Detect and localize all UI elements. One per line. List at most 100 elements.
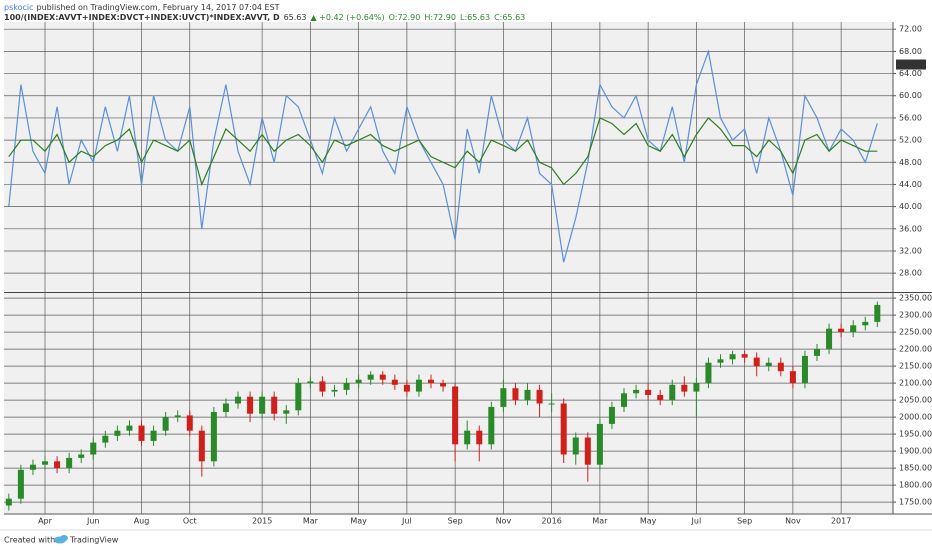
author[interactable]: pskocic bbox=[4, 3, 34, 12]
y-tick-label: 56.00 bbox=[899, 113, 922, 122]
candle-body bbox=[681, 384, 688, 392]
price-tag-label: 65.63 bbox=[899, 60, 922, 69]
candle-body bbox=[572, 437, 579, 455]
candle-body bbox=[355, 379, 362, 384]
y-tick-label: 48.00 bbox=[899, 158, 922, 167]
candle-body bbox=[826, 328, 833, 350]
candle-body bbox=[5, 498, 12, 506]
candle-body bbox=[645, 389, 652, 395]
close: C:65.63 bbox=[494, 13, 525, 22]
candle-body bbox=[524, 389, 531, 401]
candle-body bbox=[367, 374, 374, 380]
candle-body bbox=[741, 354, 748, 358]
candle-body bbox=[102, 435, 109, 443]
header-line: pskocic published on TradingView.com, Feb… bbox=[4, 3, 280, 12]
candle-body bbox=[403, 384, 410, 392]
candle-body bbox=[415, 379, 422, 392]
candle-body bbox=[596, 423, 603, 465]
candle-body bbox=[186, 415, 193, 431]
candle-body bbox=[838, 328, 845, 333]
x-tick-label: May bbox=[350, 517, 367, 526]
y-tick-label: 72.00 bbox=[899, 25, 922, 34]
candle-body bbox=[54, 461, 61, 469]
y-tick-label: 1750.00 bbox=[899, 498, 932, 507]
candle-body bbox=[138, 425, 145, 441]
price-tag bbox=[896, 59, 926, 70]
candle-body bbox=[753, 357, 760, 367]
candle-body bbox=[126, 425, 133, 431]
x-tick-label: 2015 bbox=[252, 517, 272, 526]
footer-brand[interactable]: TradingView bbox=[69, 536, 119, 545]
candle-body bbox=[29, 464, 36, 470]
y-tick-label: 2300.00 bbox=[899, 311, 932, 320]
y-tick-label: 1800.00 bbox=[899, 481, 932, 490]
y-tick-label: 32.00 bbox=[899, 246, 922, 255]
candle-body bbox=[669, 384, 676, 401]
y-tick-label: 2350.00 bbox=[899, 294, 932, 303]
line-series bbox=[8, 117, 878, 187]
y-tick-label: 60.00 bbox=[899, 91, 922, 100]
candle-body bbox=[271, 396, 278, 414]
y-tick-label: 2200.00 bbox=[899, 345, 932, 354]
candle-body bbox=[801, 355, 808, 384]
candle-body bbox=[633, 389, 640, 394]
y-tick-label: 52.00 bbox=[899, 136, 922, 145]
open: O:72.90 bbox=[389, 13, 421, 22]
candle-body bbox=[850, 325, 857, 333]
candle-body bbox=[813, 349, 821, 356]
x-tick-label: Jun bbox=[86, 517, 100, 526]
candle-body bbox=[295, 383, 302, 411]
candle-body bbox=[548, 403, 555, 405]
y-tick-label: 44.00 bbox=[899, 180, 922, 189]
candle-body bbox=[78, 454, 85, 458]
y-tick-label: 2050.00 bbox=[899, 396, 932, 405]
candle-body bbox=[234, 396, 242, 404]
y-tick-label: 36.00 bbox=[899, 224, 922, 233]
y-tick-label: 2000.00 bbox=[899, 413, 932, 422]
y-tick-label: 68.00 bbox=[899, 47, 922, 56]
x-tick-label: Sep bbox=[448, 517, 463, 526]
candle-body bbox=[729, 354, 736, 360]
candle-body bbox=[789, 371, 796, 384]
y-tick-label: 2250.00 bbox=[899, 328, 932, 337]
y-tick-label: 64.00 bbox=[899, 69, 922, 78]
line-series bbox=[8, 49, 878, 263]
candle-body bbox=[452, 386, 459, 445]
candle-body bbox=[90, 442, 97, 455]
candle-body bbox=[307, 381, 314, 384]
high: H:72.90 bbox=[424, 13, 456, 22]
x-tick-label: Nov bbox=[496, 517, 512, 526]
candle-body bbox=[440, 383, 447, 387]
candle-body bbox=[657, 395, 664, 401]
candle-body bbox=[777, 362, 784, 372]
candle-body bbox=[705, 362, 712, 384]
candle-body bbox=[620, 393, 628, 407]
last: 65.63 bbox=[284, 13, 307, 22]
x-tick-label: Apr bbox=[38, 517, 53, 526]
candle-body bbox=[343, 383, 350, 390]
x-tick-label: Mar bbox=[592, 517, 608, 526]
candle-body bbox=[379, 374, 386, 380]
candle-body bbox=[427, 379, 435, 384]
candle-body bbox=[162, 417, 169, 431]
x-tick-label: Sep bbox=[737, 517, 752, 526]
x-tick-label: 2017 bbox=[831, 517, 851, 526]
candle-body bbox=[222, 403, 229, 412]
candle-body bbox=[259, 396, 266, 414]
candle-body bbox=[874, 304, 881, 322]
candle-body bbox=[319, 381, 326, 392]
x-tick-label: May bbox=[640, 517, 657, 526]
y-tick-label: 40.00 bbox=[899, 202, 922, 211]
candle-body bbox=[198, 430, 205, 462]
symbol: 100/(INDEX:AVVT+INDEX:DVCT+INDEX:UVCT)*I… bbox=[4, 13, 280, 22]
candle-body bbox=[66, 457, 73, 469]
x-tick-label: Jul bbox=[691, 517, 702, 526]
candle-body bbox=[331, 389, 338, 392]
candle-body bbox=[488, 406, 495, 445]
candle-body bbox=[464, 430, 471, 445]
candle-body bbox=[114, 430, 121, 436]
candle-body bbox=[717, 359, 724, 363]
x-tick-label: Oct bbox=[183, 517, 197, 526]
published: published on TradingView.com, February 1… bbox=[37, 3, 280, 12]
candle-body bbox=[17, 469, 24, 499]
